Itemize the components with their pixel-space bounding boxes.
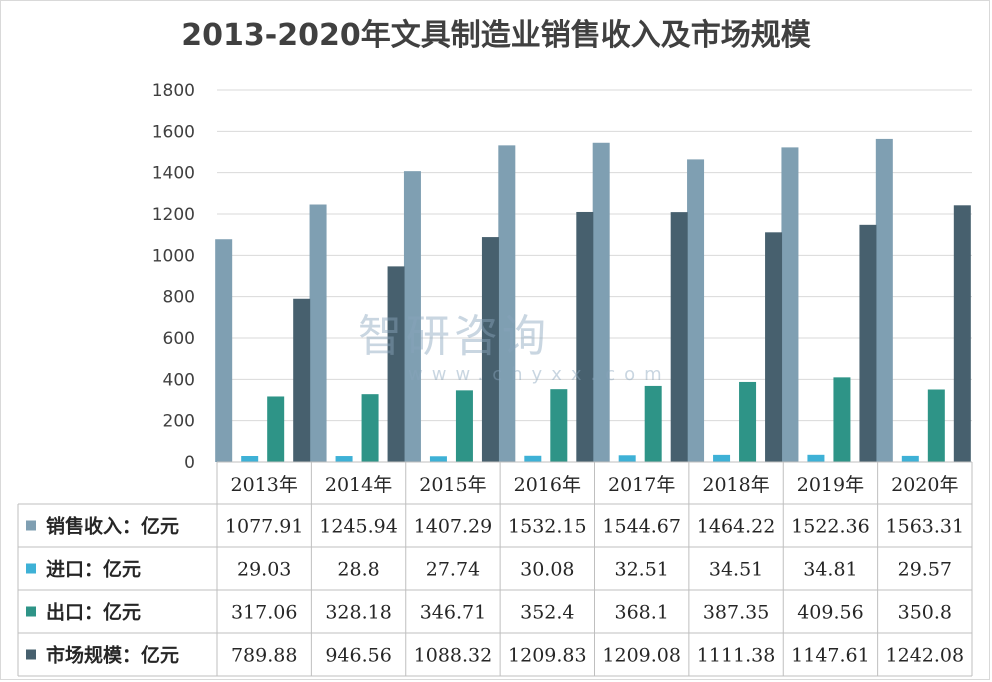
table-value: 1147.61 xyxy=(791,645,870,667)
x-tick-label: 2019年 xyxy=(797,474,864,496)
bar xyxy=(592,142,610,463)
bar xyxy=(953,205,971,462)
table-value: 387.35 xyxy=(703,602,769,624)
bar xyxy=(498,145,516,463)
bar xyxy=(644,385,662,462)
table-value: 1544.67 xyxy=(602,516,681,538)
bar xyxy=(781,147,799,462)
watermark: 智研咨询 www.chyxx.com xyxy=(358,300,671,385)
table-value: 328.18 xyxy=(325,602,391,624)
bar xyxy=(859,224,877,462)
bar xyxy=(713,454,731,462)
y-tick-label: 200 xyxy=(163,412,195,432)
legend-label: 销售收入：亿元 xyxy=(46,515,179,538)
bar xyxy=(215,239,233,462)
table-value: 1464.22 xyxy=(697,516,776,538)
y-tick-label: 600 xyxy=(163,329,195,349)
bar xyxy=(687,159,705,462)
bar xyxy=(807,454,825,462)
table-value: 350.8 xyxy=(898,602,952,624)
x-tick-label: 2017年 xyxy=(608,474,675,496)
bar xyxy=(309,204,327,462)
table-value: 1209.83 xyxy=(508,645,587,667)
table-value: 346.71 xyxy=(420,602,486,624)
bar xyxy=(833,377,851,462)
table-value: 29.57 xyxy=(898,559,952,581)
bar xyxy=(524,455,542,462)
y-tick-label: 800 xyxy=(163,288,195,308)
chart-title: 2013-2020年文具制造业销售收入及市场规模 xyxy=(181,18,811,53)
bar xyxy=(293,298,311,462)
legend-key xyxy=(26,563,36,574)
table-value: 789.88 xyxy=(231,645,297,667)
table-value: 34.81 xyxy=(803,559,857,581)
legend-key xyxy=(26,606,36,617)
bar xyxy=(387,266,405,462)
table-value: 368.1 xyxy=(614,602,668,624)
bar xyxy=(455,390,473,462)
bar xyxy=(739,381,757,462)
y-tick-label: 1800 xyxy=(152,81,195,101)
watermark-url: www.chyxx.com xyxy=(408,364,671,385)
y-tick-label: 400 xyxy=(163,370,195,390)
y-tick-label: 1400 xyxy=(152,164,195,184)
x-tick-label: 2013年 xyxy=(231,474,298,496)
bar xyxy=(875,138,893,462)
table-value: 1245.94 xyxy=(319,516,398,538)
table-value: 352.4 xyxy=(520,602,574,624)
bar xyxy=(901,455,919,462)
table-value: 1077.91 xyxy=(225,516,304,538)
x-tick-label: 2015年 xyxy=(419,474,486,496)
table-value: 27.74 xyxy=(426,559,480,581)
watermark-brand: 智研咨询 xyxy=(358,311,550,362)
table-value: 32.51 xyxy=(614,559,668,581)
y-tick-label: 1600 xyxy=(152,122,195,142)
legend-label: 进口：亿元 xyxy=(46,558,141,581)
legend-label: 市场规模：亿元 xyxy=(46,644,179,667)
y-tick-label: 1000 xyxy=(152,246,195,266)
table-value: 1532.15 xyxy=(508,516,587,538)
table-value: 1407.29 xyxy=(414,516,493,538)
bar xyxy=(335,456,353,462)
bar xyxy=(618,455,636,462)
bar xyxy=(267,396,285,462)
bar xyxy=(576,211,594,462)
bar xyxy=(670,212,688,462)
y-tick-label: 0 xyxy=(184,453,195,473)
legend-label: 出口：亿元 xyxy=(46,601,141,624)
x-tick-label: 2016年 xyxy=(514,474,581,496)
bar xyxy=(361,394,379,462)
table-value: 28.8 xyxy=(337,559,379,581)
table-value: 317.06 xyxy=(231,602,297,624)
table-value: 1088.32 xyxy=(414,645,493,667)
table-value: 409.56 xyxy=(797,602,863,624)
legend-key xyxy=(26,649,36,660)
table-value: 1111.38 xyxy=(697,645,776,667)
table-value: 1209.08 xyxy=(602,645,681,667)
bar xyxy=(765,232,783,462)
table-value: 1563.31 xyxy=(886,516,965,538)
y-tick-label: 1200 xyxy=(152,205,195,225)
x-tick-label: 2014年 xyxy=(325,474,392,496)
bar xyxy=(403,171,421,462)
table-value: 34.51 xyxy=(709,559,763,581)
x-tick-label: 2020年 xyxy=(891,474,958,496)
table-value: 1242.08 xyxy=(886,645,965,667)
bar xyxy=(927,389,945,462)
bar xyxy=(241,456,259,462)
legend-key xyxy=(26,520,36,531)
table-value: 1522.36 xyxy=(791,516,870,538)
x-tick-label: 2018年 xyxy=(702,474,769,496)
bar xyxy=(429,456,447,462)
bar xyxy=(550,389,568,462)
table-value: 946.56 xyxy=(325,645,391,667)
bar xyxy=(481,237,499,462)
table-value: 30.08 xyxy=(520,559,574,581)
table-value: 29.03 xyxy=(237,559,291,581)
